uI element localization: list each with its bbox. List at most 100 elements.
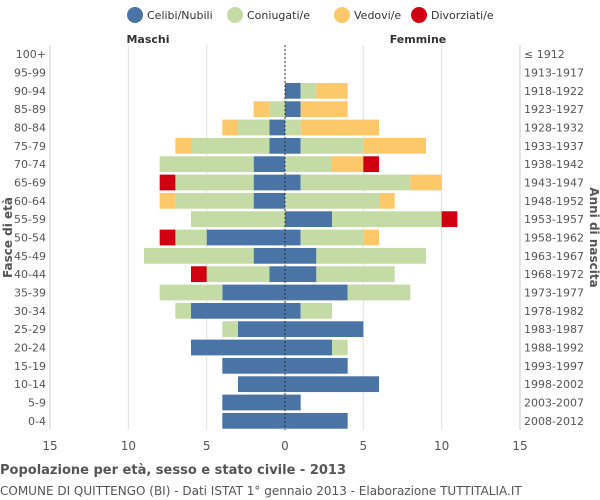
y-axis-title-right: Anni di nascita: [587, 187, 600, 287]
age-label-55-59: 55-59: [14, 213, 46, 226]
bar-female-0-4-celibi-nubili: [285, 412, 348, 429]
birth-year-label-1923-1927: 1923-1927: [524, 103, 584, 116]
bar-female-45-49-coniugati-e: [316, 247, 426, 264]
bar-male-80-84-celibi-nubili: [269, 119, 285, 136]
legend-swatch-vedovi-e: [334, 7, 350, 23]
bar-female-65-69-celibi-nubili: [285, 174, 301, 191]
legend-label-coniugati-e: Coniugati/e: [247, 9, 310, 22]
bar-female-85-89-celibi-nubili: [285, 101, 301, 118]
age-label-70-74: 70-74: [14, 158, 46, 171]
birth-year-label-1943-1947: 1943-1947: [524, 177, 584, 190]
bar-male-85-89-vedovi-e: [253, 101, 270, 118]
birth-year-label-1928-1932: 1928-1932: [524, 122, 584, 135]
bar-male-55-59-coniugati-e: [191, 211, 285, 228]
age-label-20-24: 20-24: [14, 342, 46, 355]
age-label-35-39: 35-39: [14, 287, 46, 300]
bar-male-50-54-celibi-nubili: [206, 229, 285, 246]
birth-year-label-1963-1967: 1963-1967: [524, 250, 584, 263]
bar-male-40-44-celibi-nubili: [269, 266, 285, 283]
bar-female-90-94-coniugati-e: [300, 82, 317, 99]
birth-year-label-2003-2007: 2003-2007: [524, 397, 584, 410]
birth-year-label-1938-1942: 1938-1942: [524, 158, 584, 171]
age-label-60-64: 60-64: [14, 195, 46, 208]
age-label-90-94: 90-94: [14, 85, 46, 98]
bar-male-50-54-divorziati-e: [159, 229, 176, 246]
birth-year-label-1912: ≤ 1912: [524, 48, 565, 61]
bar-male-60-64-coniugati-e: [175, 192, 254, 209]
x-tick-label-5-2: 5: [203, 439, 211, 453]
birth-year-label-1918-1922: 1918-1922: [524, 85, 584, 98]
y-axis-title-left: Fasce di età: [1, 197, 15, 278]
bar-male-45-49-celibi-nubili: [253, 247, 285, 264]
x-tick-label-0-3: 0: [281, 439, 289, 453]
bar-male-65-69-coniugati-e: [175, 174, 254, 191]
bar-female-40-44-celibi-nubili: [285, 266, 317, 283]
bar-female-10-14-celibi-nubili: [285, 376, 379, 393]
x-tick-label-15-0: 15: [42, 439, 57, 453]
birth-year-label-1933-1937: 1933-1937: [524, 140, 584, 153]
bar-male-75-79-coniugati-e: [191, 137, 270, 154]
bar-male-65-69-celibi-nubili: [253, 174, 285, 191]
age-label-40-44: 40-44: [14, 268, 46, 281]
bar-female-50-54-celibi-nubili: [285, 229, 301, 246]
bar-male-30-34-coniugati-e: [175, 302, 191, 319]
bar-male-25-29-celibi-nubili: [238, 321, 285, 338]
bar-male-20-24-celibi-nubili: [191, 339, 285, 356]
bar-male-5-9-celibi-nubili: [222, 394, 285, 411]
birth-year-label-1948-1952: 1948-1952: [524, 195, 584, 208]
legend-swatch-celibi-nubili: [127, 7, 143, 23]
birth-year-label-1973-1977: 1973-1977: [524, 287, 584, 300]
bar-female-75-79-celibi-nubili: [285, 137, 301, 154]
bar-female-75-79-coniugati-e: [300, 137, 364, 154]
bar-female-40-44-coniugati-e: [316, 266, 395, 283]
age-label-10-14: 10-14: [14, 378, 46, 391]
bar-female-65-69-coniugati-e: [300, 174, 411, 191]
legend-label-vedovi-e: Vedovi/e: [354, 9, 401, 22]
legend-swatch-coniugati-e: [227, 7, 243, 23]
birth-year-label-1993-1997: 1993-1997: [524, 360, 584, 373]
bar-female-55-59-divorziati-e: [441, 211, 458, 228]
bar-female-45-49-celibi-nubili: [285, 247, 317, 264]
birth-year-label-1983-1987: 1983-1987: [524, 323, 584, 336]
bar-female-70-74-vedovi-e: [332, 156, 364, 173]
bar-male-35-39-celibi-nubili: [222, 284, 285, 301]
bar-female-5-9-celibi-nubili: [285, 394, 301, 411]
bar-female-80-84-coniugati-e: [285, 119, 301, 136]
bar-male-50-54-coniugati-e: [175, 229, 207, 246]
bar-male-65-69-divorziati-e: [159, 174, 176, 191]
bar-male-70-74-celibi-nubili: [253, 156, 285, 173]
bar-female-20-24-celibi-nubili: [285, 339, 332, 356]
age-label-0-4: 0-4: [28, 415, 46, 428]
females-group-label: Femmine: [390, 33, 447, 46]
birth-year-label-1953-1957: 1953-1957: [524, 213, 584, 226]
x-tick-label-10-1: 10: [121, 439, 136, 453]
age-label-25-29: 25-29: [14, 323, 46, 336]
bar-female-30-34-celibi-nubili: [285, 302, 301, 319]
bar-male-10-14-celibi-nubili: [238, 376, 285, 393]
birth-year-label-1968-1972: 1968-1972: [524, 268, 584, 281]
bar-female-90-94-celibi-nubili: [285, 82, 301, 99]
age-label-100: 100+: [16, 48, 46, 61]
bar-female-30-34-coniugati-e: [300, 302, 332, 319]
bar-male-35-39-coniugati-e: [159, 284, 223, 301]
bar-female-70-74-coniugati-e: [285, 156, 332, 173]
bar-female-75-79-vedovi-e: [363, 137, 426, 154]
age-label-50-54: 50-54: [14, 232, 46, 245]
bar-male-45-49-coniugati-e: [144, 247, 254, 264]
bar-male-60-64-vedovi-e: [159, 192, 176, 209]
bar-male-40-44-divorziati-e: [191, 266, 207, 283]
legend-label-divorziati-e: Divorziati/e: [431, 9, 494, 22]
birth-year-label-1998-2002: 1998-2002: [524, 378, 584, 391]
age-label-45-49: 45-49: [14, 250, 46, 263]
birth-year-label-1978-1982: 1978-1982: [524, 305, 584, 318]
bar-female-15-19-celibi-nubili: [285, 357, 348, 374]
bar-female-35-39-celibi-nubili: [285, 284, 348, 301]
bar-male-70-74-coniugati-e: [159, 156, 254, 173]
x-tick-label-15-6: 15: [512, 439, 527, 453]
bar-male-40-44-coniugati-e: [206, 266, 270, 283]
bar-male-80-84-vedovi-e: [222, 119, 238, 136]
birth-year-label-2008-2012: 2008-2012: [524, 415, 584, 428]
bar-male-15-19-celibi-nubili: [222, 357, 285, 374]
bar-female-80-84-vedovi-e: [300, 119, 379, 136]
